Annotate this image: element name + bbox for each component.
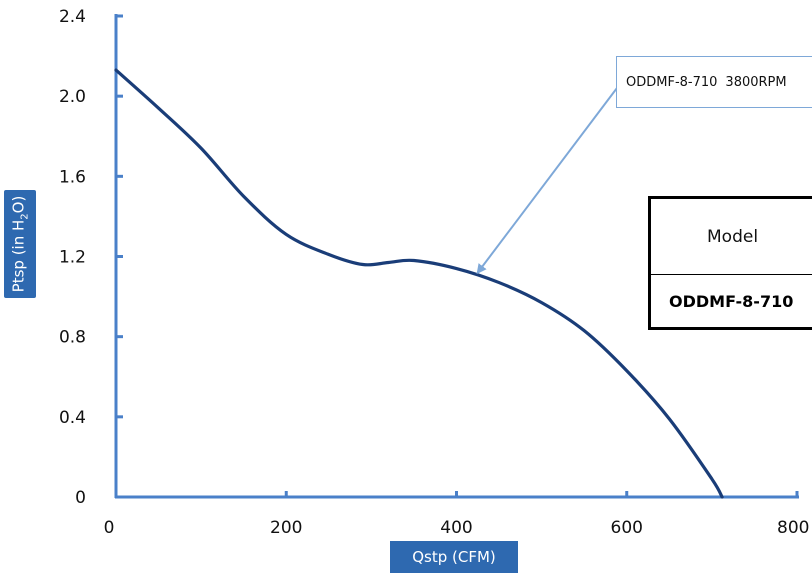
y-tick-label: 1.2 [59,248,86,268]
x-tick-label: 800 [777,518,809,538]
model-table: Model ODDMF-8-710 [648,196,812,330]
y-tick-label: 0.8 [59,328,86,348]
callout-model-label: ODDMF-8-710 [626,74,718,90]
y-tick-label: 1.6 [59,167,86,187]
y-tick-label: 2.0 [59,87,86,107]
series-line [114,68,724,499]
series-lines [114,68,724,499]
annotation-arrows [476,83,621,275]
model-table-value: ODDMF-8-710 [669,291,794,311]
curve-callout: ODDMF-8-710 3800RPM [616,56,812,108]
y-tick-label: 0 [75,488,86,508]
annotation-arrow [476,83,621,275]
x-axis-label: Qstp (CFM) [390,541,518,573]
x-tick-label: 600 [611,518,643,538]
callout-speed-label: 3800RPM [725,74,787,90]
y-tick-label: 2.4 [59,7,86,27]
y-axis-label: Ptsp (in H2O) [9,195,31,293]
model-table-header: Model [651,199,812,275]
x-tick-label: 0 [104,518,115,538]
axis-ticks: 0 0.4 0.8 1.2 1.6 2.0 2.4 0 200 400 600 800 [59,7,810,538]
x-tick-label: 400 [440,518,472,538]
y-tick-label: 0.4 [59,408,86,428]
x-tick-label: 200 [270,518,302,538]
y-axis-label-box [4,190,36,298]
